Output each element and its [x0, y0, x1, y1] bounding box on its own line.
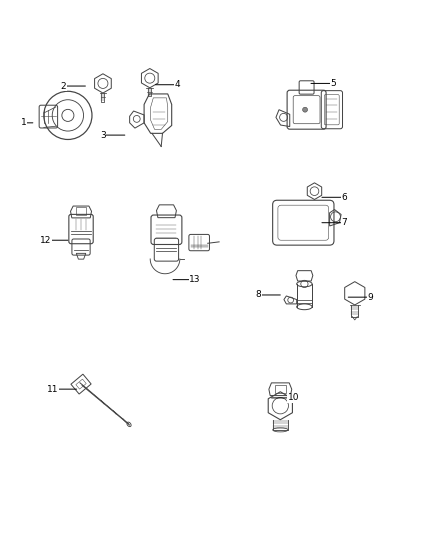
- Text: 5: 5: [330, 79, 336, 88]
- Text: 6: 6: [341, 193, 347, 202]
- Text: 1: 1: [21, 118, 27, 127]
- Text: 3: 3: [100, 131, 106, 140]
- Text: 8: 8: [255, 290, 261, 300]
- Text: 10: 10: [288, 393, 299, 402]
- Text: 9: 9: [367, 293, 373, 302]
- Text: 2: 2: [61, 82, 66, 91]
- Text: 7: 7: [341, 218, 347, 227]
- Text: 12: 12: [40, 236, 52, 245]
- Bar: [275, 385, 286, 393]
- Text: 11: 11: [47, 385, 58, 394]
- Bar: [76, 207, 86, 215]
- Text: 4: 4: [175, 80, 180, 89]
- Text: 13: 13: [189, 275, 201, 284]
- Circle shape: [303, 107, 307, 112]
